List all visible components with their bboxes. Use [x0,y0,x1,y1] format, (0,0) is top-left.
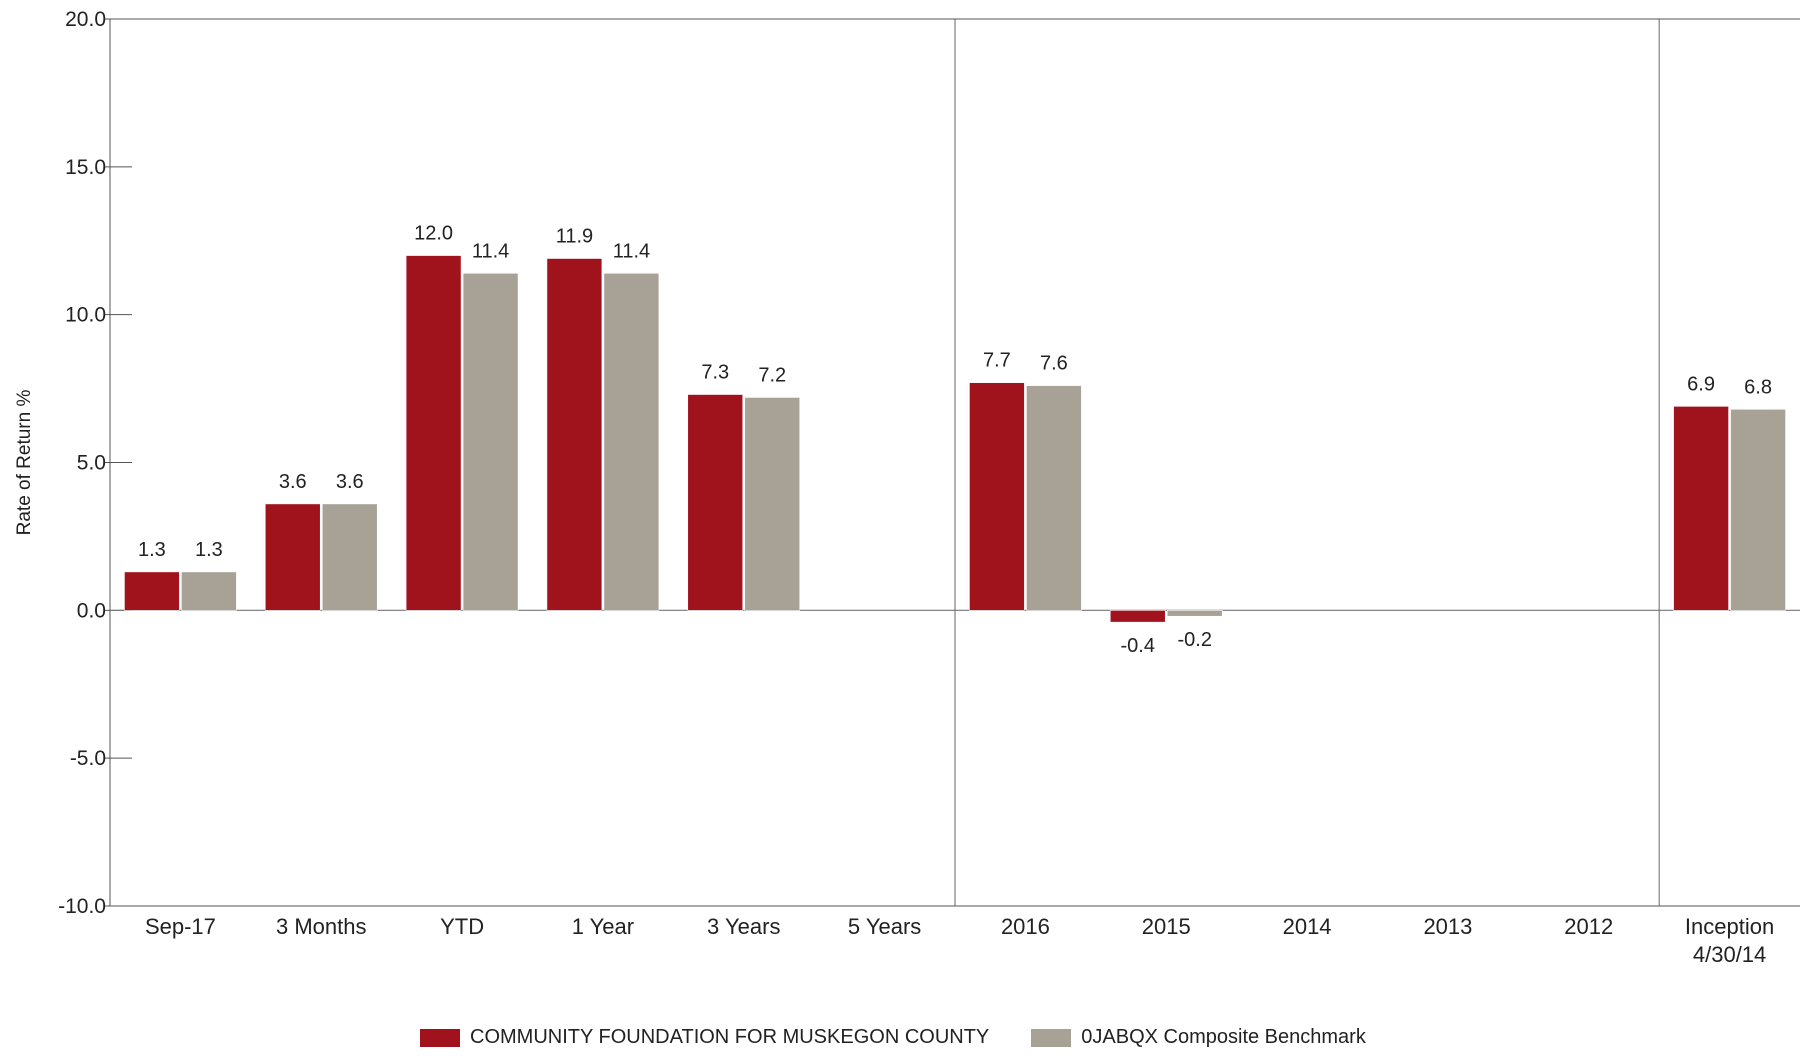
data-label-fund: 6.9 [1687,373,1715,395]
bar-benchmark [1166,610,1223,617]
bar-benchmark [462,272,519,611]
y-tick-label: 5.0 [77,452,106,475]
y-tick-label: 15.0 [65,156,106,179]
x-tick-label: 2015 [1142,914,1191,939]
data-label-fund: 1.3 [138,539,166,561]
bar-benchmark [603,272,660,611]
data-label-fund: 3.6 [279,471,307,493]
data-label-fund: 12.0 [414,223,453,245]
data-label-fund: 7.7 [983,350,1011,372]
x-tick-label: 2016 [1001,914,1050,939]
data-label-benchmark: 7.6 [1040,353,1068,375]
y-tick-label: -10.0 [58,895,106,918]
bar-benchmark [1730,408,1786,611]
y-tick-label: 0.0 [77,599,106,622]
x-tick-label: 2014 [1283,914,1332,939]
bar-fund [969,382,1025,611]
x-tick-label: 1 Year [572,914,634,939]
data-label-fund: -0.4 [1121,635,1155,657]
bar-fund [124,571,180,611]
x-tick-label: 5 Years [848,914,921,939]
x-tick-label: 3 Years [707,914,780,939]
legend-item-fund: COMMUNITY FOUNDATION FOR MUSKEGON COUNTY [420,1026,989,1049]
y-tick-label: -5.0 [70,747,106,770]
data-label-benchmark: 3.6 [336,471,364,493]
bar-benchmark [321,503,378,611]
data-label-benchmark: -0.2 [1178,629,1212,651]
data-label-benchmark: 11.4 [613,240,650,262]
data-label-fund: 11.9 [556,225,593,247]
y-axis-title: Rate of Return % [14,390,35,536]
legend-swatch-benchmark [1031,1028,1072,1047]
x-tick-label: 2012 [1564,914,1613,939]
bar-fund [546,258,603,611]
legend-swatch-fund [420,1028,460,1047]
x-tick-label: 2013 [1423,914,1472,939]
data-label-benchmark: 1.3 [195,539,223,561]
legend: COMMUNITY FOUNDATION FOR MUSKEGON COUNTY… [420,1026,1408,1049]
y-tick-label: 10.0 [65,304,106,327]
y-tick-label: 20.0 [65,8,106,31]
legend-label-fund: COMMUNITY FOUNDATION FOR MUSKEGON COUNTY [470,1026,990,1048]
bar-fund [405,255,462,611]
bar-chart: 20.0 15.0 10.0 5.0 0.0 -5.0 -10.0 Rate of Retur… [14,8,1800,967]
bar-fund [264,503,321,611]
x-tick-label: YTD [440,914,484,939]
x-tick-label: Sep-17 [145,914,216,939]
x-tick-label: 3 Months [276,914,367,939]
bar-benchmark [744,397,801,611]
legend-item-benchmark: 0JABQX Composite Benchmark [1031,1026,1366,1049]
legend-label-benchmark: 0JABQX Composite Benchmark [1081,1026,1366,1048]
x-tick-label: Inception [1685,914,1774,939]
bar-benchmark [1026,385,1082,611]
data-label-benchmark: 11.4 [472,240,509,262]
data-label-benchmark: 7.2 [758,364,786,386]
data-label-fund: 7.3 [701,361,729,383]
data-label-benchmark: 6.8 [1744,376,1772,398]
bar-fund [1673,406,1729,611]
bar-benchmark [181,571,237,611]
bar-fund [1109,610,1166,623]
bar-fund [687,394,744,611]
x-tick-label: 4/30/14 [1693,942,1766,967]
